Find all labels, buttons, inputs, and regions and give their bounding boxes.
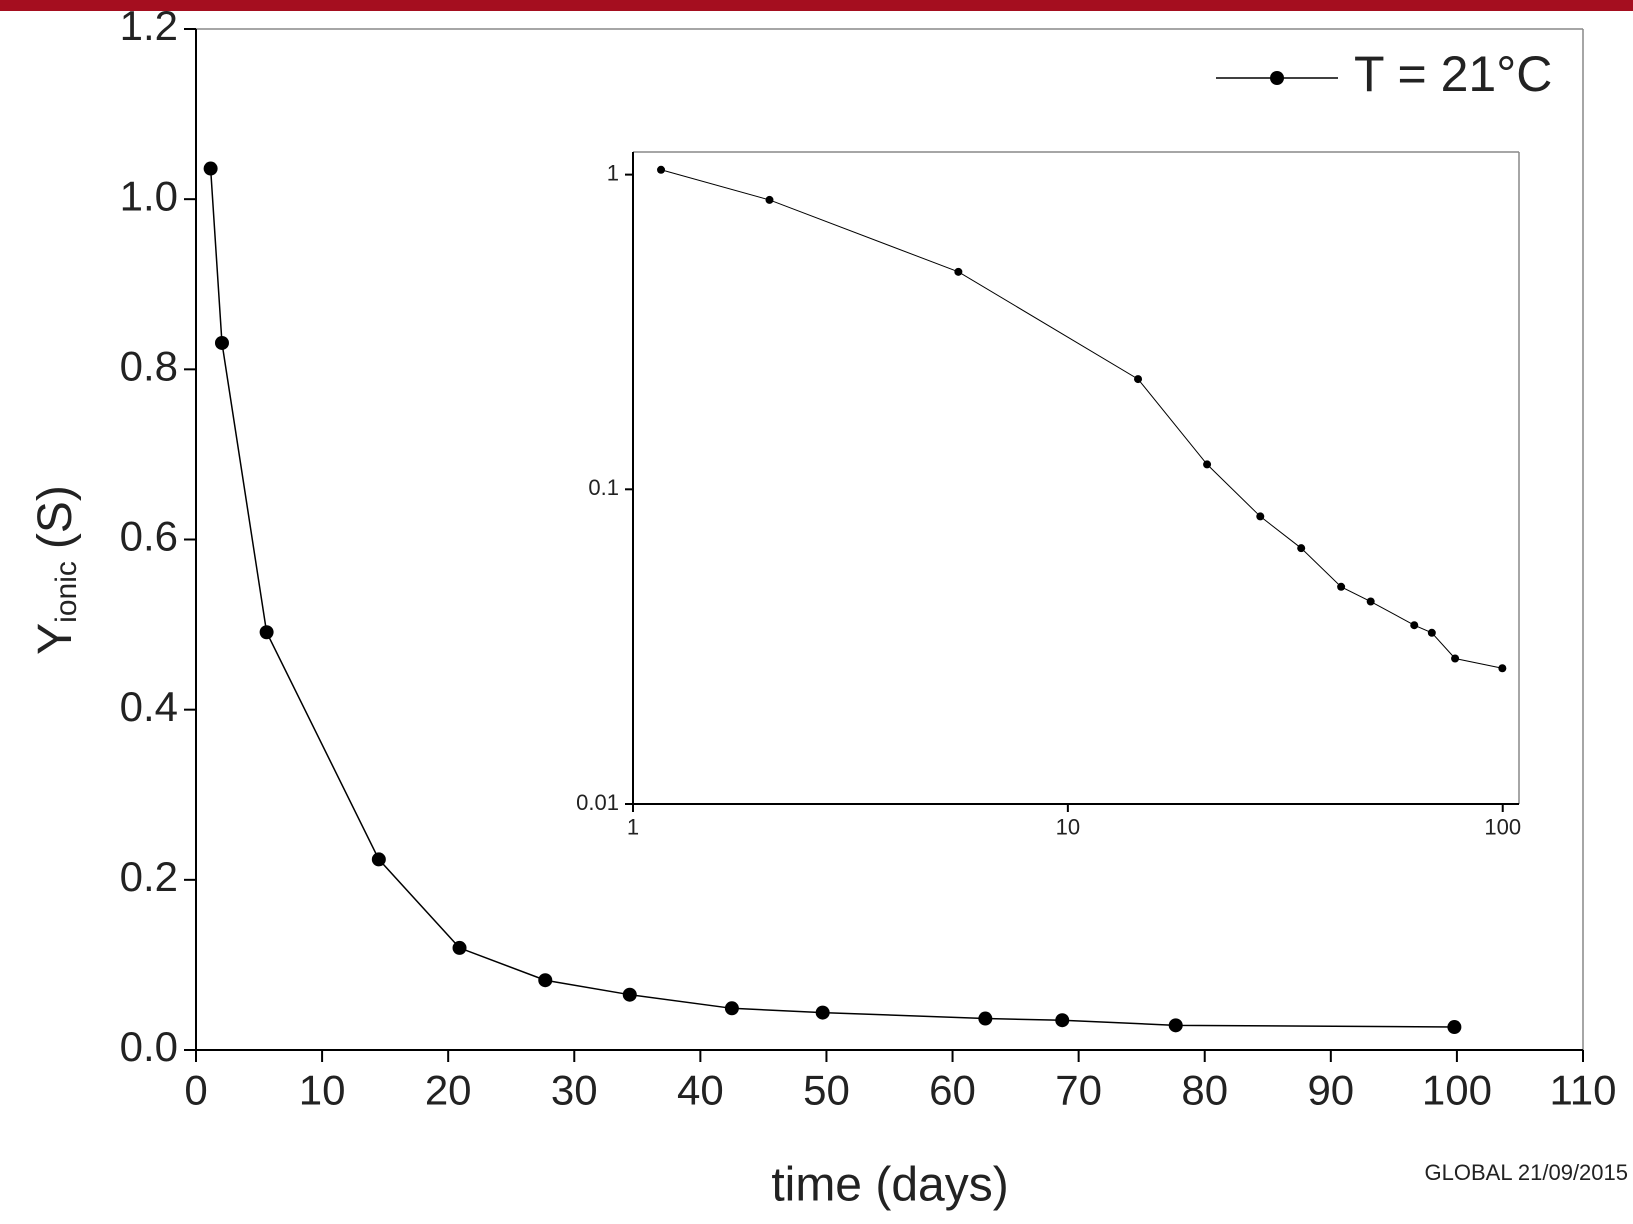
x-tick-label: 100 [1484,814,1521,839]
data-point [1366,597,1375,606]
y-tick-label: 0.4 [120,683,178,730]
data-point [1203,460,1212,469]
legend-label: T = 21°C [1354,46,1552,102]
data-point [452,940,467,955]
data-point [259,625,274,640]
y-tick-label: 1.0 [120,172,178,219]
data-point [1297,544,1306,553]
x-tick-label: 80 [1181,1067,1228,1114]
x-tick-label: 90 [1307,1067,1354,1114]
y-tick-label: 1 [607,160,619,185]
y-tick-label: 0.1 [588,475,619,500]
x-tick-label: 60 [929,1067,976,1114]
y-axis-label: Yionic (S) [29,485,83,655]
data-point [538,973,553,988]
top-bar [0,0,1633,11]
data-point [1055,1013,1070,1028]
y-label-unit: (S) [29,485,82,549]
x-tick-label: 0 [184,1067,207,1114]
y-tick-label: 0.8 [120,342,178,389]
data-point [1337,582,1346,591]
y-tick-label: 0.01 [576,790,619,815]
x-tick-label: 40 [677,1067,724,1114]
legend-marker [1270,71,1284,85]
data-point [622,987,637,1002]
x-tick-label: 20 [425,1067,472,1114]
data-point [657,165,666,174]
footer: GLOBAL 21/09/2015 [1425,1160,1628,1185]
data-point [815,1005,830,1020]
x-tick-label: 1 [627,814,639,839]
x-tick-label: 10 [1056,814,1080,839]
y-label-main: Y [29,623,82,655]
data-point [724,1001,739,1016]
x-tick-label: 50 [803,1067,850,1114]
x-axis-label: time (days) [771,1159,1008,1212]
x-tick-label: 70 [1055,1067,1102,1114]
data-point [765,195,774,204]
data-point [1447,1020,1462,1035]
data-point [978,1011,993,1026]
data-point [1498,664,1507,673]
x-tick-label: 10 [299,1067,346,1114]
x-tick-label: 100 [1422,1067,1492,1114]
y-tick-label: 0.2 [120,853,178,900]
data-point [1410,621,1419,630]
y-tick-label: 0.6 [120,513,178,560]
inset-background [633,152,1519,804]
data-point [203,161,218,176]
data-point [1451,654,1460,663]
y-tick-label: 1.2 [120,2,178,49]
x-tick-label: 110 [1550,1067,1617,1114]
data-point [214,335,229,350]
y-label-subscript: ionic [50,561,83,623]
x-tick-label: 30 [551,1067,598,1114]
data-point [954,267,963,276]
data-point [1256,512,1265,521]
data-point [371,852,386,867]
data-point [1168,1018,1183,1033]
data-point [1427,628,1436,637]
y-tick-label: 0.0 [120,1023,178,1070]
data-point [1134,375,1143,384]
